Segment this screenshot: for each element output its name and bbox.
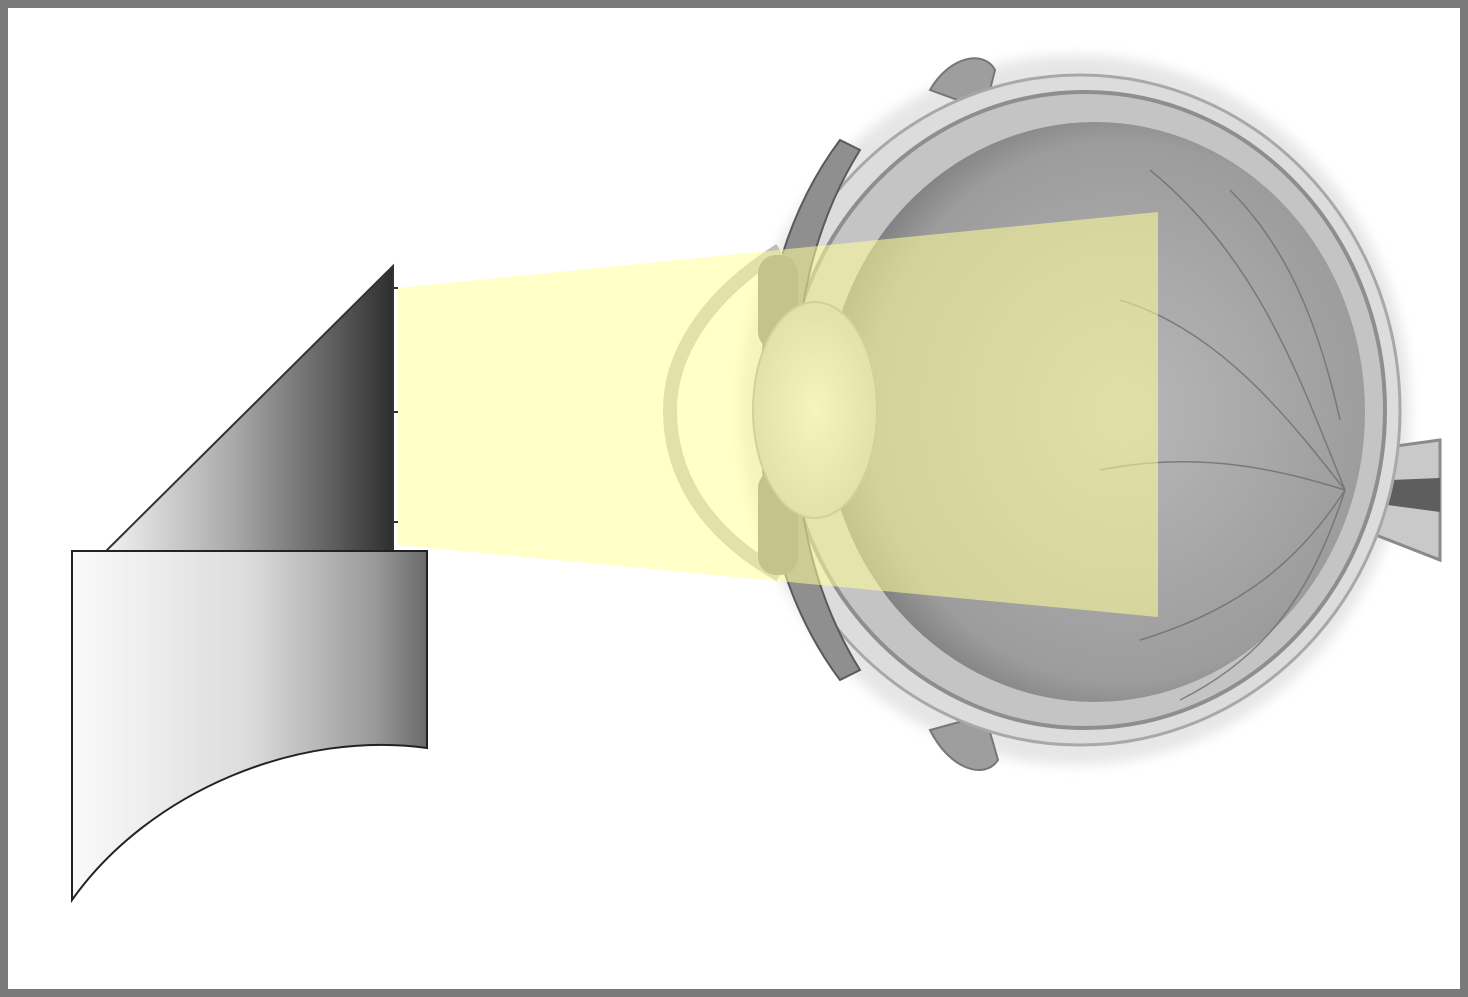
light-beam-icon — [398, 212, 1158, 617]
prism-icon — [103, 263, 394, 552]
prism-block — [71, 263, 428, 904]
prism-base-block — [71, 550, 428, 904]
